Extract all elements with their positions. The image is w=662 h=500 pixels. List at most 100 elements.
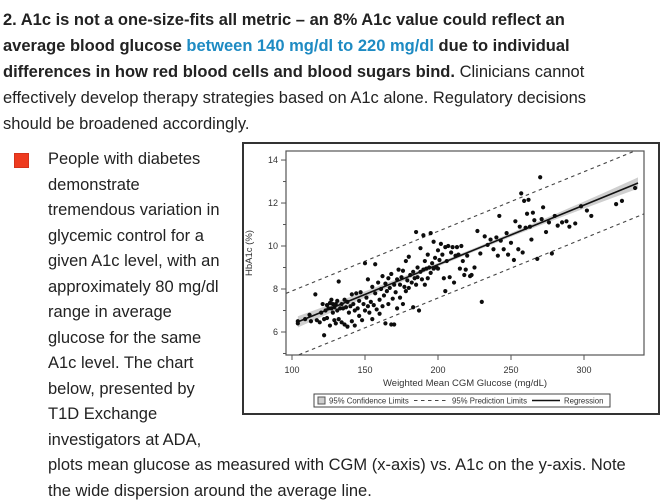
scatter-point (354, 291, 359, 296)
scatter-point (415, 265, 420, 270)
y-tick-label: 10 (268, 241, 278, 251)
scatter-point (386, 276, 391, 281)
scatter-point (397, 282, 403, 287)
scatter-point (402, 284, 407, 289)
scatter-point (370, 284, 375, 289)
scatter-point (530, 210, 535, 215)
scatter-point (522, 198, 527, 203)
prediction-limits (286, 151, 644, 355)
scatter-point (552, 213, 557, 219)
x-tick-label: 150 (357, 365, 372, 375)
scatter-point (495, 253, 500, 258)
scatter-point (393, 290, 398, 295)
y-tick-label: 6 (273, 327, 278, 337)
scatter-point (332, 318, 337, 323)
scatter-point (529, 237, 534, 242)
scatter-point (451, 280, 457, 285)
scatter-point (589, 213, 594, 219)
scatter-point (443, 289, 448, 294)
scatter-point (339, 301, 344, 307)
intro-bold-text-2: due to individual differences in how red… (3, 37, 570, 81)
scatter-points (295, 175, 638, 338)
scatter-point (362, 308, 368, 313)
scatter-point (392, 282, 397, 287)
scatter-point (425, 252, 430, 257)
scatter-point (472, 265, 477, 270)
scatter-point (320, 301, 325, 307)
scatter-point (359, 318, 365, 323)
scatter-point (413, 282, 419, 287)
scatter-point (390, 296, 395, 301)
scatter-point (504, 231, 509, 236)
scatter-point (399, 275, 404, 280)
scatter-point (303, 317, 308, 322)
scatter-point (319, 310, 324, 315)
scatter-point (355, 306, 360, 311)
scatter-point (430, 261, 435, 266)
x-tick-label: 250 (503, 365, 518, 375)
scatter-point (396, 267, 401, 272)
scatter-point (370, 317, 375, 322)
scatter-point (511, 257, 517, 263)
scatter-point (400, 268, 406, 273)
scatter-point (373, 291, 378, 296)
scatter-point (336, 317, 341, 322)
scatter-point (520, 250, 525, 255)
scatter-point (384, 289, 389, 294)
scatter-point (485, 242, 490, 248)
scatter-point (352, 308, 357, 313)
scatter-point (549, 251, 554, 256)
scatter-point (527, 224, 533, 229)
scatter-point (422, 282, 427, 287)
scatter-point (505, 252, 511, 257)
scatter-point (361, 301, 366, 307)
scatter-point (336, 279, 341, 284)
scatter-point (395, 277, 400, 282)
scatter-point (573, 221, 578, 226)
scatter-point (377, 297, 382, 302)
scatter-point (295, 321, 300, 326)
scatter-point (326, 306, 331, 311)
scatter-point (543, 229, 549, 235)
scatter-point (349, 319, 354, 324)
scatter-point (440, 252, 445, 257)
prediction-limit-line (286, 151, 637, 294)
scatter-point (349, 292, 354, 297)
scatter-point (324, 303, 330, 308)
scatter-point (456, 252, 461, 257)
scatter-point (447, 275, 452, 280)
scatter-point (371, 303, 376, 308)
scatter-point (324, 315, 330, 321)
scatter-point (413, 229, 419, 235)
scatter-point (526, 197, 531, 202)
scatter-point (524, 211, 530, 216)
scatter-point (437, 257, 442, 263)
scatter-point (441, 276, 446, 281)
scatter-point (411, 269, 416, 274)
scatter-point (459, 243, 464, 249)
scatter-point (373, 262, 378, 267)
scatter-point (352, 323, 357, 328)
confidence-legend-icon (317, 396, 326, 405)
scatter-point (494, 235, 499, 240)
scatter-point (345, 299, 350, 305)
scatter-point (392, 322, 397, 327)
scatter-point (416, 308, 422, 313)
scatter-point (431, 239, 436, 244)
scatter-point (578, 204, 584, 209)
x-tick-label: 100 (284, 365, 299, 375)
scatter-point (406, 254, 411, 259)
scatter-point (462, 272, 467, 278)
y-tick-label: 14 (268, 155, 278, 165)
scatter-point (428, 231, 433, 236)
y-axis-label: HbA1c (%) (244, 230, 255, 276)
scatter-point (329, 297, 334, 302)
scatter-point (386, 301, 391, 307)
scatter-point (374, 307, 379, 312)
glucose-range-link[interactable]: between 140 mg/dl to 220 mg/dl (186, 37, 434, 55)
scatter-point (498, 238, 503, 243)
scatter-point (614, 201, 619, 207)
scatter-point (343, 305, 349, 310)
scatter-point (438, 241, 444, 246)
scatter-point (383, 321, 388, 326)
